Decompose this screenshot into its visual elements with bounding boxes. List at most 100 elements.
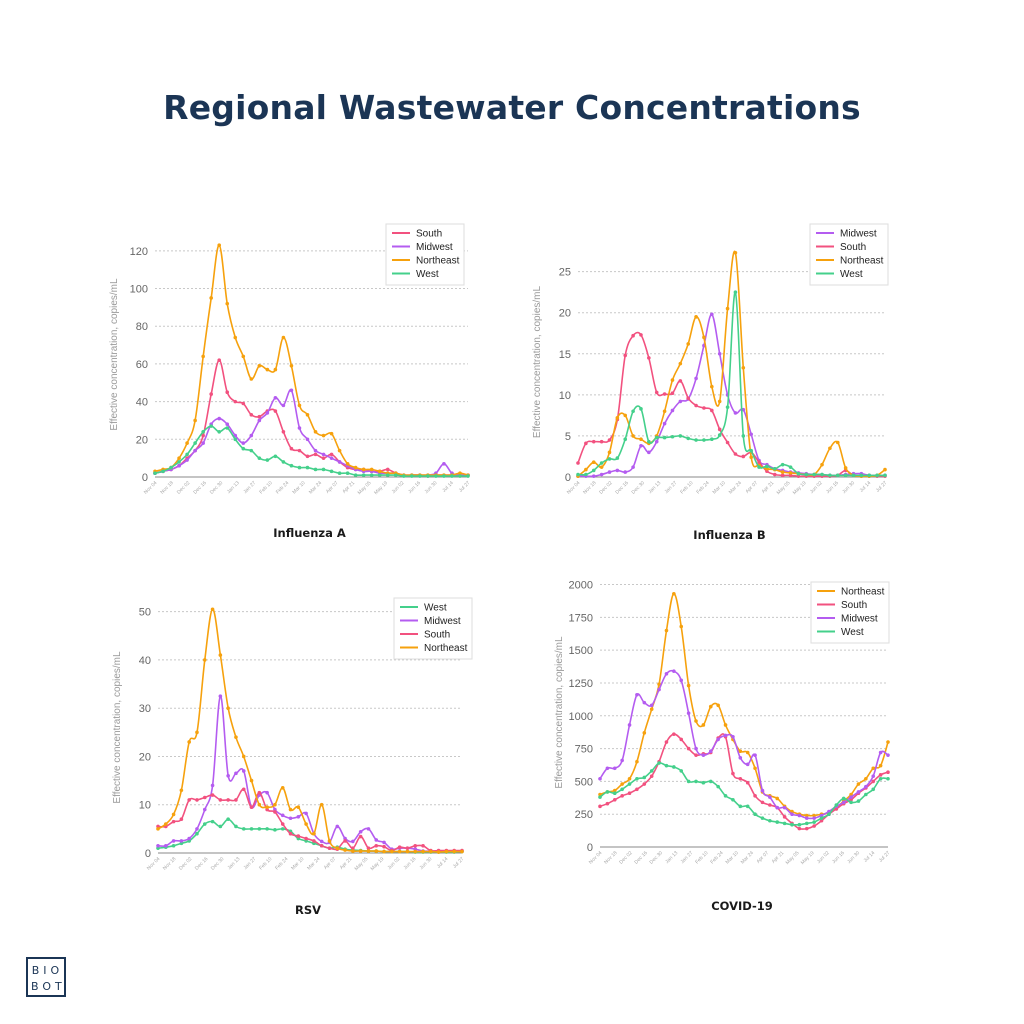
y-tick-label: 40 [139, 655, 151, 667]
data-point [591, 460, 596, 465]
data-point [639, 437, 643, 442]
data-point [598, 776, 602, 781]
data-point [635, 787, 639, 792]
data-point [631, 434, 635, 438]
data-point [820, 472, 824, 477]
data-point [760, 788, 765, 793]
x-tick-label: Feb 24 [695, 480, 710, 495]
data-point [670, 378, 675, 382]
legend-label: Northeast [840, 256, 884, 267]
data-point [156, 843, 160, 848]
x-tick-label: Apr 07 [323, 856, 338, 871]
data-point [631, 333, 635, 338]
x-tick-label: Apr 07 [744, 480, 759, 495]
data-point [678, 434, 683, 438]
x-tick-label: Jul 27 [452, 856, 466, 870]
data-point [177, 463, 181, 468]
data-point [717, 427, 722, 432]
legend-label: South [840, 242, 866, 253]
data-point [662, 409, 667, 414]
data-point [195, 831, 199, 836]
data-point [678, 361, 683, 366]
data-point [218, 824, 223, 829]
data-point [187, 740, 191, 744]
x-tick-label: Nov 18 [582, 480, 598, 496]
data-point [257, 802, 262, 807]
data-point [296, 814, 301, 819]
data-point [249, 805, 254, 809]
data-point [849, 797, 853, 802]
data-point [827, 812, 831, 816]
legend-box [385, 223, 465, 286]
data-point [702, 335, 706, 340]
data-point [605, 790, 610, 794]
y-tick-label: 50 [139, 607, 151, 619]
data-point [664, 671, 669, 676]
data-point [225, 426, 230, 430]
data-point [319, 802, 324, 807]
data-point [723, 794, 728, 798]
data-point [797, 822, 802, 827]
data-point [749, 448, 753, 453]
series-line-northeast [154, 244, 469, 477]
data-point [790, 822, 794, 827]
data-point [598, 804, 602, 809]
y-tick-label: 120 [130, 246, 148, 258]
data-point [819, 816, 824, 820]
y-tick-label: 250 [575, 809, 593, 821]
biobot-logo: BIO BOT [26, 957, 66, 997]
data-point [343, 839, 347, 843]
data-point [312, 839, 316, 843]
data-point [820, 462, 824, 467]
data-point [163, 822, 168, 826]
data-point [218, 798, 223, 802]
data-point [265, 790, 269, 795]
data-point [694, 779, 698, 784]
data-point [209, 424, 213, 428]
data-point [366, 849, 371, 853]
data-point [741, 454, 746, 459]
data-point [710, 437, 714, 442]
data-point [337, 460, 342, 464]
data-point [717, 351, 722, 356]
y-tick-label: 1250 [569, 678, 593, 690]
data-point [210, 819, 215, 824]
data-point [772, 466, 777, 471]
data-point [672, 669, 676, 673]
x-tick-label: Jul 14 [441, 480, 455, 494]
data-point [382, 844, 386, 849]
data-point [649, 703, 654, 708]
data-point [856, 782, 861, 786]
x-tick-label: Apr 21 [341, 480, 356, 495]
data-point [623, 353, 628, 358]
legend-label: West [841, 627, 864, 638]
x-tick-label: Jan 13 [227, 856, 242, 871]
data-point [405, 846, 410, 850]
data-point [841, 800, 846, 805]
x-tick-label: Jun 16 [825, 480, 840, 495]
data-point [452, 849, 457, 854]
data-point [257, 418, 262, 423]
data-point [828, 446, 832, 451]
data-point [335, 846, 340, 850]
data-point [241, 446, 246, 451]
legend-label: Midwest [416, 242, 453, 253]
x-tick-label: Feb 10 [694, 850, 709, 865]
data-point [296, 834, 301, 838]
data-point [179, 817, 184, 822]
data-point [429, 849, 433, 854]
data-point [202, 807, 207, 812]
data-point [662, 421, 667, 426]
data-point [233, 433, 238, 438]
data-point [694, 753, 698, 757]
y-tick-label: 1750 [569, 612, 593, 624]
data-point [657, 682, 661, 687]
data-point [635, 759, 639, 764]
data-point [679, 769, 684, 773]
data-point [664, 740, 669, 744]
data-point [337, 471, 342, 476]
data-point [627, 782, 632, 786]
data-point [678, 399, 683, 404]
y-tick-label: 0 [142, 472, 148, 484]
series-line-south [599, 733, 889, 830]
